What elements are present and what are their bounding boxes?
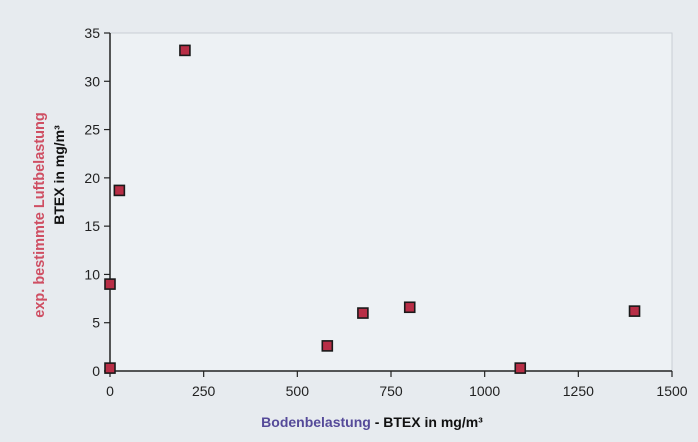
- x-tick-label: 750: [379, 383, 403, 399]
- x-axis-label-secondary: - BTEX in mg/m³: [371, 414, 483, 430]
- x-tick-label: 500: [286, 383, 310, 399]
- y-axis: 0 5 10 15 20 25 30 35: [84, 25, 111, 379]
- data-point: [357, 307, 369, 319]
- x-tick-label: 1500: [656, 383, 687, 399]
- x-axis-label-primary: Bodenbelastung: [261, 414, 371, 430]
- x-tick-label: 1250: [563, 383, 594, 399]
- x-axis: 0 250 500 750 1000 1250 1500: [106, 370, 688, 399]
- y-axis-label-primary: exp. bestimmte Luftbelastung: [32, 112, 48, 317]
- data-point: [113, 184, 126, 197]
- data-point: [628, 305, 641, 317]
- data-point: [104, 278, 116, 290]
- x-tick-label: 0: [106, 383, 114, 399]
- data-point: [514, 362, 527, 374]
- y-tick-label: 0: [92, 363, 100, 379]
- plot-area: [109, 32, 673, 372]
- y-tick-label: 35: [84, 25, 100, 41]
- x-tick-label: 250: [192, 383, 216, 399]
- y-axis-label-secondary: BTEX in mg/m³: [51, 125, 67, 225]
- data-point: [104, 362, 116, 374]
- y-tick-label: 20: [84, 170, 100, 186]
- data-point: [321, 340, 334, 352]
- x-tick-label: 1000: [469, 383, 500, 399]
- data-point: [179, 44, 191, 57]
- y-tick-label: 10: [84, 266, 100, 282]
- y-tick-label: 30: [84, 73, 100, 89]
- data-point: [403, 301, 416, 314]
- data-points: [104, 44, 641, 374]
- y-tick-label: 5: [92, 315, 100, 331]
- y-tick-label: 25: [84, 122, 100, 138]
- y-tick-label: 15: [84, 218, 100, 234]
- x-axis-label: Bodenbelastung - BTEX in mg/m³: [261, 414, 483, 430]
